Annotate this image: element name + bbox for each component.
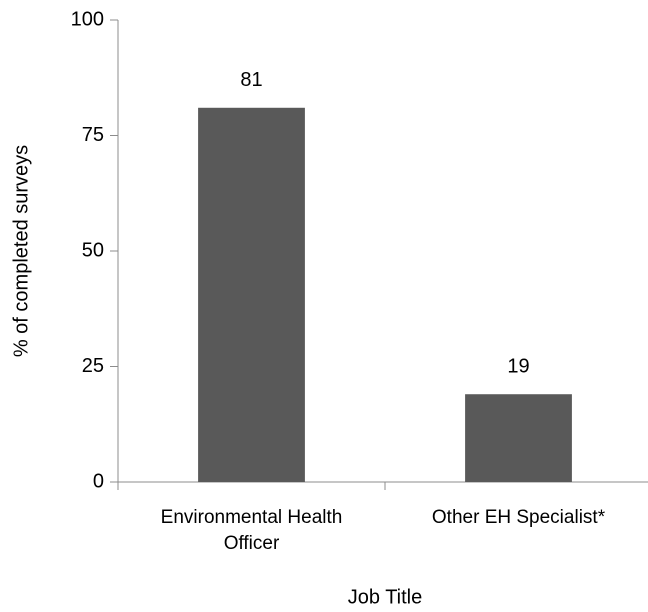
x-tick-label: Environmental Health Officer <box>160 507 343 554</box>
y-tick-label: 75 <box>82 124 104 146</box>
value-label: 19 <box>507 356 529 378</box>
bar <box>198 107 305 482</box>
y-tick-label: 50 <box>82 239 104 261</box>
x-tick-label: Other EH Specialist* <box>431 507 606 528</box>
x-axis-title: Job Title <box>348 586 422 608</box>
y-tick-label: 0 <box>93 470 104 492</box>
y-tick-label: 100 <box>71 8 104 30</box>
y-tick-label: 25 <box>82 355 104 377</box>
bar <box>465 394 572 482</box>
value-label: 81 <box>240 69 262 91</box>
y-axis-title: % of completed surveys <box>10 145 32 357</box>
